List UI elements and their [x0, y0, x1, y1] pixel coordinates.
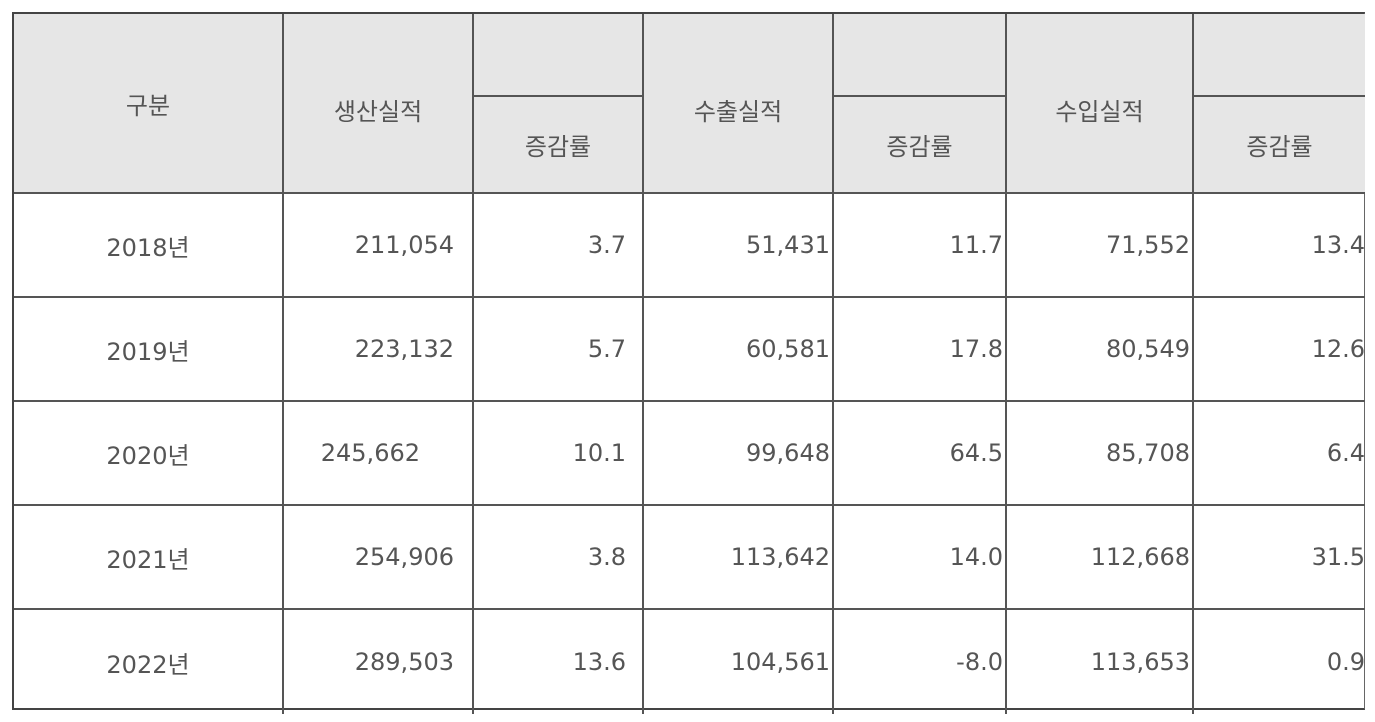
- cell-production: 223,132: [284, 298, 474, 400]
- cell-production-rate: 3.8: [474, 506, 644, 608]
- cell-production: 289,503: [284, 610, 474, 714]
- table-row: 2021년 254,906 3.8 113,642 14.0 112,668 31.5: [14, 506, 1365, 610]
- header-export: 수출실적: [644, 14, 834, 194]
- cell-import-rate: 13.4: [1311, 231, 1365, 259]
- cell-export: 113,642: [644, 506, 834, 608]
- cell-export-rate: 11.7: [834, 194, 1007, 296]
- cell-year: 2020년: [14, 402, 284, 504]
- cell-import: 80,549: [1007, 298, 1194, 400]
- cell-production-rate: 10.1: [474, 402, 644, 504]
- header-import-rate: 증감률: [1194, 97, 1365, 194]
- cell-production: 245,662: [284, 402, 474, 504]
- header-export-rate: 증감률: [834, 97, 1007, 194]
- cell-export: 60,581: [644, 298, 834, 400]
- cell-year: 2018년: [14, 194, 284, 296]
- cell-import-rate: 12.6: [1311, 335, 1365, 363]
- table-row: 2019년 223,132 5.7 60,581 17.8 80,549 12.6: [14, 298, 1365, 402]
- header-production-rate: 증감률: [474, 97, 644, 194]
- cell-import-rate: 6.4: [1326, 439, 1365, 467]
- cell-export: 104,561: [644, 610, 834, 714]
- cell-export-rate: 64.5: [834, 402, 1007, 504]
- header-import-blank: [1194, 14, 1365, 97]
- header-production-blank: [474, 14, 644, 97]
- table-row: 2022년 289,503 13.6 104,561 -8.0 113,653 0.9: [14, 610, 1365, 714]
- table-row: 2020년 245,662 10.1 99,648 64.5 85,708 6.4: [14, 402, 1365, 506]
- cell-production: 211,054: [284, 194, 474, 296]
- header-export-blank: [834, 14, 1007, 97]
- table-body: 2018년 211,054 3.7 51,431 11.7 71,552 13.4 2019년…: [14, 194, 1365, 714]
- cell-export: 51,431: [644, 194, 834, 296]
- header-import: 수입실적: [1007, 14, 1194, 194]
- cell-production-rate: 3.7: [474, 194, 644, 296]
- cell-year: 2021년: [14, 506, 284, 608]
- header-production: 생산실적: [284, 14, 474, 194]
- cell-import-rate: 31.5: [1311, 543, 1365, 571]
- cell-import-rate: 0.9: [1326, 648, 1365, 676]
- cell-production-rate: 5.7: [474, 298, 644, 400]
- cell-import: 113,653: [1007, 610, 1194, 714]
- cell-import: 85,708: [1007, 402, 1194, 504]
- cell-import: 112,668: [1007, 506, 1194, 608]
- header-category: 구분: [14, 14, 284, 194]
- cell-year: 2019년: [14, 298, 284, 400]
- cell-production-rate: 13.6: [474, 610, 644, 714]
- cell-import: 71,552: [1007, 194, 1194, 296]
- cell-export: 99,648: [644, 402, 834, 504]
- cell-production: 254,906: [284, 506, 474, 608]
- cell-export-rate: 17.8: [834, 298, 1007, 400]
- cell-export-rate: -8.0: [834, 610, 1007, 714]
- cell-year: 2022년: [14, 610, 284, 714]
- data-table: 구분 생산실적 증감률 수출실적 증감률 수입실적 증감률 2018년 211,0…: [12, 12, 1365, 714]
- table-row: 2018년 211,054 3.7 51,431 11.7 71,552 13.4: [14, 194, 1365, 298]
- cell-export-rate: 14.0: [834, 506, 1007, 608]
